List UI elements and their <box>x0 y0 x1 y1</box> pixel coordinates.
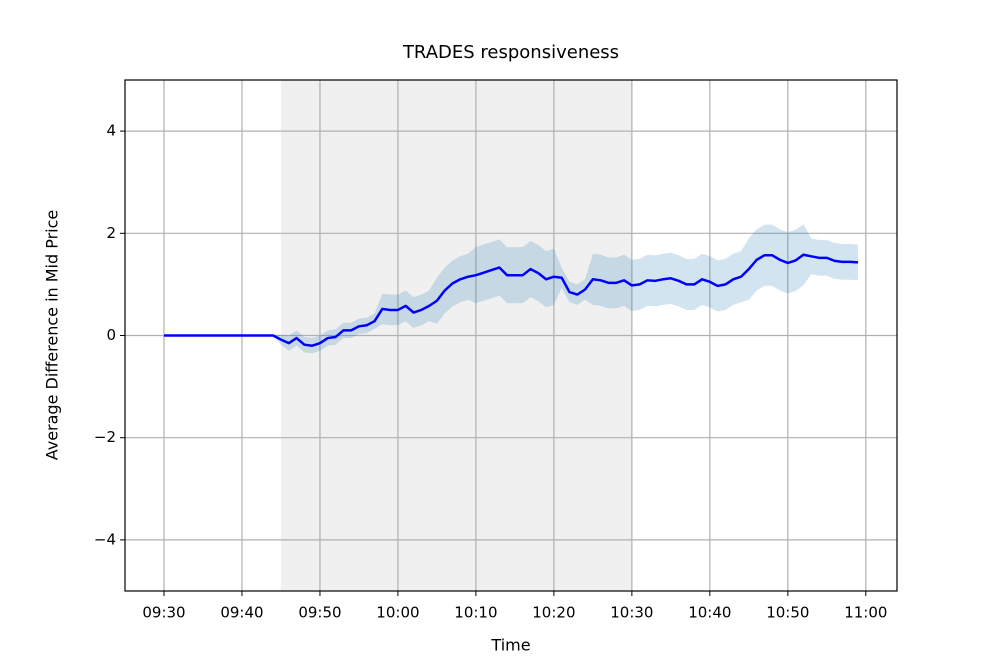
x-tick-label: 09:30 <box>142 604 185 622</box>
x-tick-label: 11:00 <box>844 604 887 622</box>
y-tick-label: −2 <box>94 428 116 446</box>
x-axis-label: Time <box>490 636 530 655</box>
plot-frame <box>124 79 898 592</box>
y-tick-label: 4 <box>106 122 116 140</box>
x-tick-label: 10:30 <box>610 604 653 622</box>
x-tick-label: 10:10 <box>454 604 497 622</box>
chart-title: TRADES responsiveness <box>402 42 619 63</box>
confidence-band <box>273 224 859 354</box>
line <box>163 253 859 347</box>
x-tick-label: 09:50 <box>298 604 341 622</box>
x-tick-label: 10:20 <box>532 604 575 622</box>
y-tick-label: 0 <box>106 326 116 344</box>
x-tick-label: 10:40 <box>688 604 731 622</box>
y-tick-label: 2 <box>106 224 116 242</box>
x-tick-label: 10:00 <box>376 604 419 622</box>
y-axis-label: Average Difference in Mid Price <box>43 210 62 461</box>
x-tick-label: 09:40 <box>220 604 263 622</box>
y-tick-label: −4 <box>94 530 116 548</box>
x-tick-label: 10:50 <box>766 604 809 622</box>
